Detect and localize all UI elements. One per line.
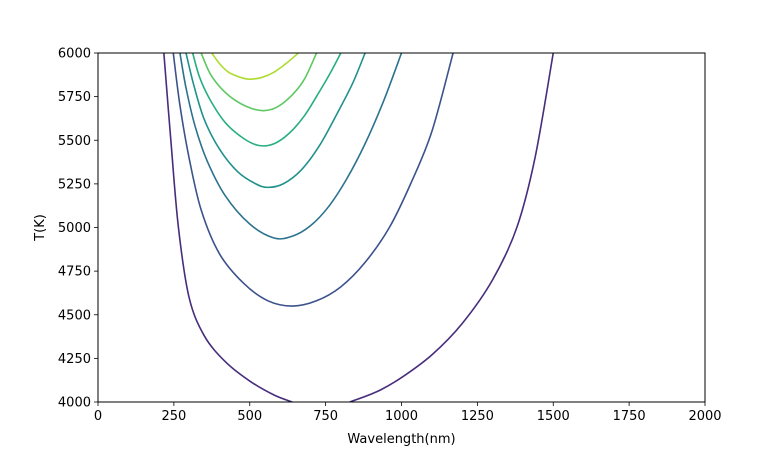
contour-line-3 xyxy=(179,53,403,240)
contour-lines xyxy=(163,53,555,402)
y-tick-label: 5750 xyxy=(58,90,91,105)
x-tick-label: 2000 xyxy=(688,409,721,424)
y-tick-label: 4000 xyxy=(58,396,91,411)
y-axis-label: T(K) xyxy=(33,214,48,242)
x-tick-label: 1750 xyxy=(613,409,646,424)
y-tick-label: 4750 xyxy=(58,265,91,280)
y-tick-label: 4250 xyxy=(58,352,91,367)
x-tick-label: 1250 xyxy=(461,409,494,424)
contour-line-7 xyxy=(211,53,299,80)
x-tick-label: 1000 xyxy=(385,409,418,424)
x-axis-ticks: 0 250 500 750 1000 1250 1500 1750 2000 xyxy=(94,402,722,424)
x-tick-label: 750 xyxy=(313,409,338,424)
contour-line-4 xyxy=(185,53,366,189)
y-tick-label: 5000 xyxy=(58,221,91,236)
x-tick-label: 0 xyxy=(94,409,102,424)
contour-line-1-seg-2 xyxy=(349,53,555,402)
contour-line-1-seg-1 xyxy=(163,53,293,402)
y-tick-label: 4500 xyxy=(58,308,91,323)
x-tick-label: 250 xyxy=(161,409,186,424)
y-tick-label: 5250 xyxy=(58,177,91,192)
x-axis-label: Wavelength(nm) xyxy=(347,432,455,447)
contour-line-2 xyxy=(172,53,454,307)
y-tick-label: 6000 xyxy=(58,47,91,62)
y-tick-label: 5500 xyxy=(58,134,91,149)
contour-line-6 xyxy=(200,53,318,112)
contour-line-5 xyxy=(191,53,342,147)
x-tick-label: 1500 xyxy=(537,409,570,424)
x-tick-label: 500 xyxy=(237,409,262,424)
y-axis-ticks: 4000 4250 4500 4750 5000 5250 5500 5750 6000 xyxy=(58,47,98,411)
